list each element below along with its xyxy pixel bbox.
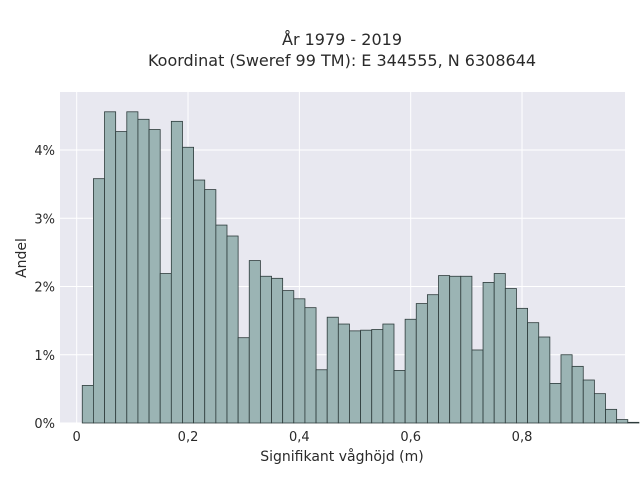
bars [81,111,640,424]
histogram-bar [237,337,250,424]
y-tick-labels: 0% 1% 2% 3% 4% [34,144,55,432]
x-axis-title: Signifikant våghöjd (m) [260,448,423,465]
y-tick-label: 4% [34,144,55,159]
x-tick-label: 0 [73,430,81,445]
histogram-bar [137,118,150,424]
histogram-bar [415,303,428,424]
y-axis-title: Andel [14,238,30,278]
histogram-bar [204,189,217,424]
y-tick-label: 0% [34,417,55,432]
histogram-bar [104,111,117,424]
histogram-bar [382,323,395,424]
histogram-bar [560,354,573,424]
histogram-bar [148,129,161,424]
x-tick-label: 0,8 [512,430,533,445]
chart-title-line1: År 1979 - 2019 [282,30,402,49]
histogram-bar [226,235,239,424]
histogram-bar [193,179,206,424]
histogram-bar [549,383,562,424]
y-tick-label: 1% [34,349,55,364]
histogram-bar [605,408,618,424]
histogram-bar [115,131,128,424]
histogram-bar [371,329,384,424]
histogram-bar [538,336,551,424]
histogram-bar [349,330,361,424]
histogram-bar [337,323,350,424]
histogram-bar [393,370,406,424]
histogram-bar [259,275,272,424]
histogram-bar [92,178,105,424]
histogram-bar [582,379,595,424]
histogram-bar [271,277,284,424]
histogram-bar [493,273,506,424]
histogram-bar [438,275,451,424]
histogram-bar [293,298,306,424]
histogram-bar [326,316,339,424]
histogram-bar [482,282,495,424]
x-tick-label: 0,4 [289,430,310,445]
histogram-bar [215,224,228,424]
histogram-bar [304,307,317,424]
y-tick-label: 2% [34,281,55,296]
histogram-bar [282,290,295,424]
histogram-bar [449,275,462,424]
histogram-bar [460,275,473,424]
chart-title-line2: Koordinat (Sweref 99 TM): E 344555, N 63… [148,51,536,70]
histogram-bar [471,349,484,424]
histogram-bar [126,111,139,424]
histogram-bar [81,385,94,424]
histogram-bar [360,329,373,424]
histogram-bar [516,307,528,424]
histogram-bar [404,318,417,424]
histogram-bar [170,120,183,424]
histogram-bar [248,260,261,424]
histogram-bar [315,369,328,424]
histogram-bar [159,273,172,424]
histogram-bar [527,322,540,424]
histogram-bar [182,146,194,424]
x-tick-label: 0,2 [178,430,199,445]
histogram-bar [426,294,439,424]
histogram-bar [571,365,584,424]
histogram-bar [593,393,606,424]
x-tick-label: 0,6 [400,430,421,445]
histogram-bar [616,419,629,424]
histogram-bar [627,421,640,424]
x-tick-labels: 0 0,2 0,4 0,6 0,8 [73,430,533,445]
y-tick-label: 3% [34,212,55,227]
histogram-bar [504,288,517,424]
